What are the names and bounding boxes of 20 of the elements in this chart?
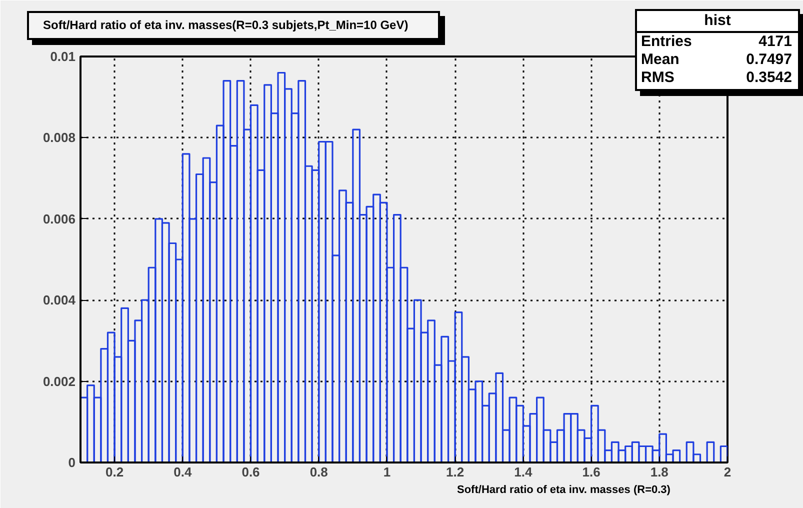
x-axis-title: Soft/Hard ratio of eta inv. masses (R=0.3) (457, 483, 670, 498)
x-tick-label: 1.8 (650, 464, 668, 480)
y-tick-label: 0.01 (50, 49, 76, 64)
y-tick-label: 0.004 (42, 292, 76, 308)
x-tick-label: 1.6 (582, 464, 600, 480)
x-tick-label: 0.2 (106, 464, 124, 480)
x-tick-label: 1.2 (446, 464, 464, 480)
y-tick-label: 0.006 (42, 211, 76, 226)
y-tick-label: 0.008 (42, 130, 76, 146)
chart-title: Soft/Hard ratio of eta inv. masses(R=0.3 subjets,Pt_Min=10 GeV) (43, 17, 408, 34)
x-tick-label: 1 (383, 464, 391, 480)
y-tick-label: 0 (68, 455, 76, 470)
y-tick-label: 0.002 (42, 374, 76, 389)
x-tick-label: 2 (724, 464, 732, 480)
x-tick-label: 0.6 (242, 464, 260, 480)
x-tick-label: 0.4 (174, 464, 192, 480)
x-tick-label: 0.8 (310, 464, 328, 480)
annotation: Mean (641, 51, 680, 69)
x-tick-label: 1.4 (514, 464, 533, 480)
annotation: RMS (641, 69, 676, 87)
